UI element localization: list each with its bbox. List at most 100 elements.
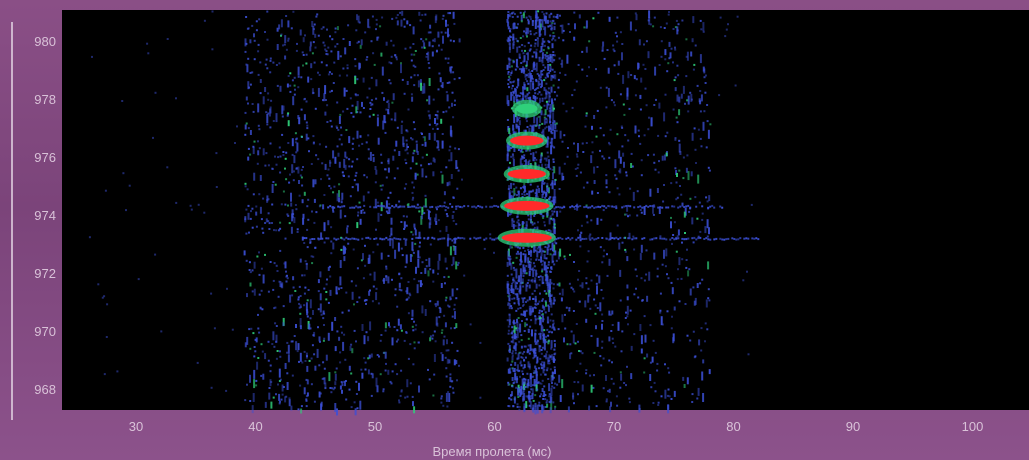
heatmap-pixel — [289, 294, 292, 303]
heatmap-pixel — [531, 348, 534, 351]
heatmap-pixel — [625, 205, 628, 207]
heatmap-pixel — [528, 149, 531, 152]
heatmap-pixel — [293, 170, 295, 173]
heatmap-pixel — [287, 204, 289, 207]
x-tick-label: 70 — [607, 419, 621, 434]
heatmap-pixel — [425, 38, 428, 41]
heatmap-pixel — [387, 160, 390, 163]
heatmap-pixel — [533, 379, 536, 386]
heatmap-pixel — [541, 268, 544, 271]
heatmap-pixel — [523, 45, 526, 48]
heatmap-pixel — [668, 41, 671, 47]
heatmap-pixel — [203, 211, 206, 214]
heatmap-pixel — [372, 157, 375, 163]
heatmap-pixel — [357, 94, 359, 97]
heatmap-pixel — [432, 98, 435, 101]
heatmap-pixel — [552, 376, 555, 379]
heatmap-pixel — [624, 317, 627, 319]
heatmap-pixel — [534, 316, 537, 325]
heatmap-pixel — [377, 137, 380, 145]
heatmap-pixel — [329, 187, 332, 190]
heatmap-pixel — [255, 20, 258, 23]
intensity-band — [504, 200, 550, 211]
heatmap-pixel — [635, 78, 638, 81]
heatmap-pixel — [429, 335, 432, 338]
heatmap-pixel — [510, 91, 513, 101]
heatmap-pixel — [320, 401, 323, 407]
heatmap-pixel — [415, 236, 418, 239]
heatmap-pixel — [370, 76, 373, 79]
heatmap-pixel — [282, 151, 285, 153]
heatmap-pixel — [616, 404, 619, 407]
heatmap-pixel — [534, 95, 537, 102]
heatmap-pixel — [687, 270, 690, 277]
heatmap-pixel — [508, 294, 511, 297]
heatmap-pixel — [249, 71, 252, 74]
heatmap-pixel — [647, 51, 650, 59]
heatmap-pixel — [525, 64, 528, 67]
heatmap-pixel — [424, 309, 427, 316]
heatmap-pixel — [590, 219, 593, 222]
heatmap-pixel — [545, 51, 548, 54]
heatmap-pixel — [401, 120, 404, 123]
heatmap-pixel — [533, 215, 536, 217]
heatmap-pixel — [357, 238, 360, 241]
heatmap-pixel — [299, 325, 302, 330]
heatmap-pixel — [515, 186, 518, 189]
heatmap-pixel — [368, 26, 371, 29]
heatmap-pixel — [515, 328, 518, 331]
heatmap-pixel — [521, 370, 524, 373]
heatmap-pixel — [448, 149, 451, 152]
heatmap-pixel — [299, 29, 302, 36]
heatmap-pixel — [519, 268, 522, 277]
heatmap-pixel — [555, 206, 558, 209]
heatmap-pixel — [589, 374, 592, 377]
heatmap-pixel — [389, 206, 392, 209]
heatmap-pixel — [627, 215, 629, 218]
heatmap-pixel — [445, 110, 448, 113]
heatmap-pixel — [453, 303, 456, 306]
heatmap-pixel — [446, 215, 449, 218]
heatmap-pixel — [430, 162, 432, 165]
heatmap-pixel — [540, 352, 543, 355]
heatmap-pixel — [307, 289, 310, 291]
heatmap-pixel — [302, 64, 304, 67]
heatmap-pixel — [546, 58, 549, 61]
heatmap-pixel — [539, 395, 542, 398]
heatmap-pixel — [427, 270, 430, 277]
heatmap-pixel — [507, 381, 510, 384]
heatmap-pixel — [253, 39, 256, 42]
heatmap-pixel — [350, 112, 353, 114]
heatmap-pixel — [305, 53, 308, 56]
heatmap-pixel — [629, 21, 632, 31]
heatmap-pixel — [553, 91, 556, 94]
heatmap-pixel — [278, 62, 281, 65]
heatmap-pixel — [456, 379, 458, 382]
heatmap-pixel — [317, 290, 320, 293]
heatmap-pixel — [522, 13, 525, 16]
heatmap-pixel — [532, 270, 535, 278]
heatmap-pixel — [400, 64, 402, 74]
heatmap-pixel — [653, 204, 656, 207]
heatmap-pixel — [601, 204, 604, 207]
heatmap-pixel — [547, 164, 550, 168]
heatmap-pixel — [269, 370, 272, 373]
heatmap-pixel — [541, 194, 544, 198]
heatmap-pixel — [697, 235, 700, 238]
heatmap-pixel — [540, 59, 543, 62]
heatmap-pixel — [635, 237, 638, 240]
heatmap-pixel — [413, 320, 415, 323]
heatmap-pixel — [541, 313, 544, 316]
heatmap-pixel — [294, 290, 297, 292]
heatmap-pixel — [541, 130, 544, 133]
heatmap-pixel — [649, 238, 652, 241]
heatmap-pixel — [413, 53, 416, 56]
heatmap-pixel — [356, 100, 359, 110]
heatmap-pixel — [278, 146, 281, 149]
heatmap-pixel — [647, 154, 650, 157]
heatmap-pixel — [551, 22, 554, 24]
heatmap-pixel — [541, 184, 543, 193]
heatmap-pixel — [515, 123, 518, 129]
heatmap-pixel — [382, 388, 385, 391]
heatmap-pixel — [709, 123, 712, 126]
